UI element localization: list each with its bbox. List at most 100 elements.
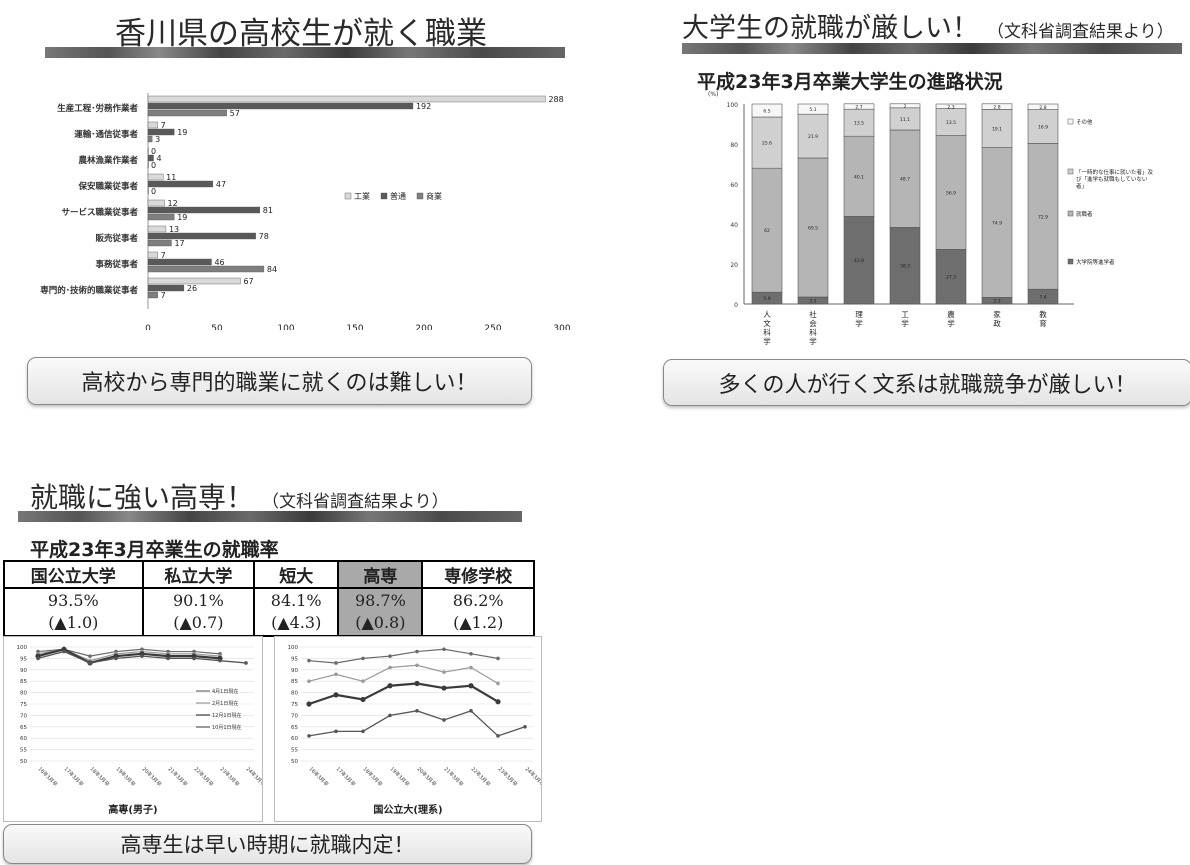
y-tick-label: 100: [288, 645, 299, 651]
series-point: [333, 692, 339, 698]
x-tick-label: 18年3月卒: [89, 765, 111, 787]
y-tick-label: 100: [727, 102, 739, 109]
rate-cell: 98.7% (▲0.8): [337, 587, 424, 637]
panel1-title: 香川県の高校生が就く職業: [115, 16, 487, 52]
x-tick-label: 21年3月卒: [167, 765, 189, 787]
bar-商業: [147, 109, 227, 117]
x-tick-label: 22年3月卒: [193, 765, 215, 787]
bar-value-label: 19: [177, 213, 187, 222]
segment-value-label: 11.1: [900, 117, 910, 123]
legend-swatch: [416, 192, 424, 200]
segment-value-label: 62: [764, 228, 770, 234]
rate-value: 86.2%: [452, 591, 504, 610]
bar-工業: [147, 277, 241, 285]
header-national-university: 国公立大学: [3, 560, 144, 589]
rate-change: (▲4.3): [271, 613, 322, 632]
bar-工業: [147, 251, 158, 259]
bar-value-label: 78: [259, 232, 269, 241]
stack-segment-就職者: [1027, 143, 1059, 290]
series-point: [496, 681, 500, 686]
y-tick-label: 60: [730, 182, 738, 189]
segment-value-label: 13.5: [946, 120, 956, 126]
y-tick-label: 90: [20, 668, 27, 674]
stack-segment-その他: [889, 103, 921, 109]
x-tick-label: 200: [415, 324, 432, 330]
series-point: [307, 658, 311, 663]
bar-value-label: 7: [161, 121, 166, 130]
bar-商業: [147, 161, 149, 169]
y-tick-label: 85: [291, 679, 298, 685]
series-point: [88, 654, 92, 658]
x-tick-label: 16年3月卒: [308, 765, 330, 787]
employment-rate-value-row: 93.5% (▲1.0) 90.1% (▲0.7) 84.1% (▲4.3) 98.7…: [3, 587, 535, 637]
bar-商業: [147, 265, 265, 273]
series-point: [387, 683, 393, 689]
bar-value-label: 7: [161, 291, 166, 300]
stack-segment-大学院等進学者: [889, 227, 921, 305]
rate-cell: 90.1% (▲0.7): [141, 587, 256, 637]
bar-value-label: 19: [177, 128, 187, 137]
category-label-char: 文: [763, 318, 771, 328]
bar-普通: [147, 206, 260, 214]
segment-value-label: 16.9: [1038, 125, 1048, 131]
occupation-bar-chart: 生産工程･労務作業者28819257運輸･通信従事者7193農林漁業作業者040…: [40, 93, 571, 330]
y-tick-label: 50: [20, 759, 27, 765]
x-tick-label: 20年3月卒: [141, 765, 163, 787]
category-label-char: 学: [763, 336, 771, 346]
series-point: [244, 661, 248, 665]
legend-label: び「進学も就職もしていない: [1076, 175, 1148, 183]
x-tick-label: 100: [277, 324, 294, 330]
series-point: [442, 647, 446, 652]
segment-value-label: 13.5: [854, 121, 864, 127]
series-point: [166, 656, 170, 661]
legend-label: 就職者: [1076, 210, 1093, 218]
bar-value-label: 0: [151, 161, 156, 170]
x-tick-label: 19年3月卒: [389, 765, 411, 787]
x-tick-label: 21年3月卒: [443, 765, 465, 787]
y-tick-label: 85: [20, 679, 27, 685]
segment-value-label: 27.3: [946, 275, 956, 281]
bar-value-label: 17: [174, 239, 184, 248]
panel1-title-band: [45, 47, 565, 58]
rate-change: (▲0.7): [173, 613, 224, 632]
series-point: [361, 729, 365, 734]
x-tick-label: 0: [145, 324, 151, 330]
segment-value-label: 19.1: [992, 127, 1002, 133]
stack-segment-その他: [797, 103, 829, 115]
category-label: 保安職業従事者: [77, 181, 138, 192]
bar-value-label: 13: [169, 225, 179, 234]
legend-swatch: [1067, 168, 1074, 175]
segment-value-label: 2.3: [947, 104, 954, 110]
segment-value-label: 2.7: [855, 105, 862, 111]
legend-swatch: [1067, 118, 1074, 125]
stack-segment-就職者: [981, 147, 1013, 298]
series-point: [36, 656, 40, 661]
legend-label: 工業: [354, 191, 370, 201]
series-line-10月1日現在: [308, 710, 526, 737]
series-point: [334, 729, 338, 734]
category-label: サービス職業従事者: [61, 207, 138, 218]
legend-label: 10月1日現在: [212, 724, 242, 731]
chart-caption: 高専(男子): [108, 803, 157, 816]
category-label-char: 工: [901, 310, 909, 319]
category-label-char: 会: [809, 318, 817, 328]
category-label: 生産工程･労務作業者: [57, 103, 138, 114]
x-tick-label: 300: [553, 324, 570, 330]
bar-value-label: 11: [166, 173, 176, 182]
kosen-line-chart: 50 55 60 65 70 75 80 85 90 95 100 16年3月卒 17年3月卒 18年3月…: [17, 645, 267, 816]
bar-value-label: 46: [214, 258, 224, 267]
bar-工業: [147, 225, 167, 233]
legend-label: 普通: [390, 191, 406, 201]
segment-value-label: 7.4: [1039, 295, 1046, 301]
series-point: [306, 701, 312, 707]
bar-商業: [147, 239, 172, 247]
series-point: [334, 661, 338, 665]
panel2-callout: 多くの人が行く文系は就職競争が厳しい！: [663, 359, 1190, 406]
series-point: [388, 713, 392, 718]
y-tick-label: 20: [730, 262, 738, 269]
series-point: [469, 665, 473, 670]
segment-value-label: 25.6: [762, 141, 772, 147]
y-tick-label: 65: [291, 725, 298, 731]
x-tick-label: 20年3月卒: [416, 765, 438, 787]
panel3-callout: 高専生は早い時期に就職内定！: [3, 824, 532, 864]
